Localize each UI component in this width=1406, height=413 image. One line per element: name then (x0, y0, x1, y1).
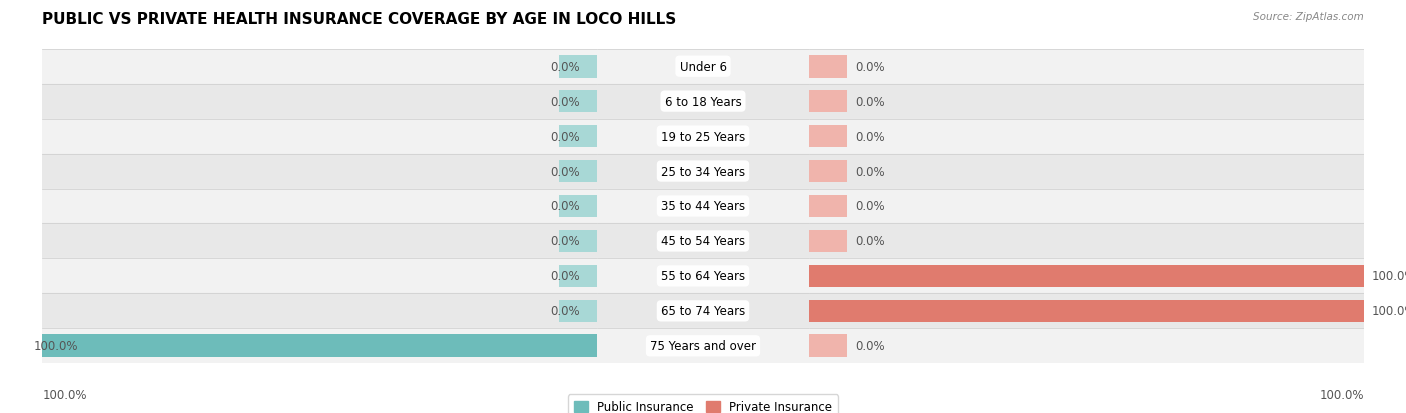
Bar (598, 259, 808, 294)
Text: 19 to 25 Years: 19 to 25 Years (661, 130, 745, 143)
Text: 0.0%: 0.0% (856, 235, 886, 248)
Legend: Public Insurance, Private Insurance: Public Insurance, Private Insurance (568, 394, 838, 413)
Text: 75 Years and over: 75 Years and over (650, 339, 756, 352)
Text: 65 to 74 Years: 65 to 74 Years (661, 305, 745, 318)
Bar (808, 189, 1364, 224)
Text: 0.0%: 0.0% (550, 270, 579, 283)
Text: 0.0%: 0.0% (550, 235, 579, 248)
Bar (808, 259, 1364, 294)
Bar (808, 294, 1364, 329)
Text: 0.0%: 0.0% (550, 95, 579, 108)
Bar (808, 265, 1364, 287)
Bar (808, 300, 1364, 323)
Bar (598, 189, 808, 224)
Bar (598, 224, 808, 259)
Bar (808, 126, 848, 148)
Text: 100.0%: 100.0% (1372, 270, 1406, 283)
Bar (598, 119, 808, 154)
Bar (558, 126, 598, 148)
Text: 6 to 18 Years: 6 to 18 Years (665, 95, 741, 108)
Bar (808, 195, 848, 218)
Text: 0.0%: 0.0% (856, 130, 886, 143)
Text: 0.0%: 0.0% (856, 165, 886, 178)
Bar (808, 84, 1364, 119)
Bar (598, 84, 808, 119)
Bar (808, 335, 848, 357)
Bar (42, 189, 598, 224)
Bar (42, 50, 598, 84)
Bar (598, 154, 808, 189)
Text: 100.0%: 100.0% (42, 388, 87, 401)
Bar (42, 335, 598, 357)
Text: 0.0%: 0.0% (856, 95, 886, 108)
Bar (808, 230, 848, 253)
Text: 0.0%: 0.0% (550, 200, 579, 213)
Bar (808, 56, 848, 78)
Bar (42, 259, 598, 294)
Text: 55 to 64 Years: 55 to 64 Years (661, 270, 745, 283)
Bar (808, 224, 1364, 259)
Bar (42, 119, 598, 154)
Bar (558, 56, 598, 78)
Bar (558, 300, 598, 323)
Bar (42, 84, 598, 119)
Text: 0.0%: 0.0% (856, 61, 886, 74)
Bar (42, 154, 598, 189)
Text: 0.0%: 0.0% (550, 305, 579, 318)
Text: 0.0%: 0.0% (550, 165, 579, 178)
Bar (598, 329, 808, 363)
Bar (558, 160, 598, 183)
Text: 45 to 54 Years: 45 to 54 Years (661, 235, 745, 248)
Text: Under 6: Under 6 (679, 61, 727, 74)
Text: Source: ZipAtlas.com: Source: ZipAtlas.com (1253, 12, 1364, 22)
Bar (808, 50, 1364, 84)
Bar (558, 230, 598, 253)
Text: 100.0%: 100.0% (34, 339, 79, 352)
Bar (558, 195, 598, 218)
Bar (808, 154, 1364, 189)
Bar (808, 119, 1364, 154)
Bar (808, 90, 848, 113)
Text: 0.0%: 0.0% (856, 200, 886, 213)
Bar (598, 294, 808, 329)
Text: 0.0%: 0.0% (550, 61, 579, 74)
Text: 35 to 44 Years: 35 to 44 Years (661, 200, 745, 213)
Text: 25 to 34 Years: 25 to 34 Years (661, 165, 745, 178)
Bar (808, 160, 848, 183)
Text: PUBLIC VS PRIVATE HEALTH INSURANCE COVERAGE BY AGE IN LOCO HILLS: PUBLIC VS PRIVATE HEALTH INSURANCE COVER… (42, 12, 676, 27)
Bar (808, 329, 1364, 363)
Text: 0.0%: 0.0% (550, 130, 579, 143)
Bar (42, 224, 598, 259)
Bar (42, 294, 598, 329)
Text: 100.0%: 100.0% (1372, 305, 1406, 318)
Bar (558, 90, 598, 113)
Bar (598, 50, 808, 84)
Bar (558, 265, 598, 287)
Text: 0.0%: 0.0% (856, 339, 886, 352)
Bar (42, 329, 598, 363)
Text: 100.0%: 100.0% (1319, 388, 1364, 401)
